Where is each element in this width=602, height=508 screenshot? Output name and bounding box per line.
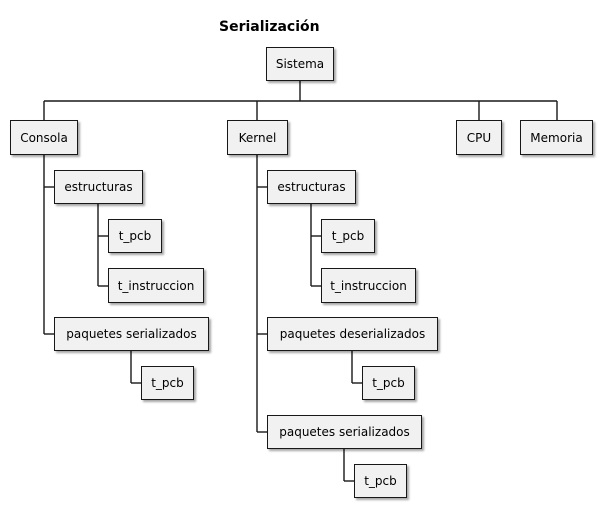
- node-kernel-estructuras: estructuras: [267, 170, 356, 204]
- node-consola-paquetes-serializados: paquetes serializados: [54, 317, 209, 351]
- node-kernel-estructuras-t-pcb: t_pcb: [321, 219, 375, 253]
- node-sistema: Sistema: [266, 47, 334, 81]
- node-kernel-paquetes-serializados-t-pcb: t_pcb: [354, 464, 407, 498]
- node-consola: Consola: [10, 120, 78, 155]
- diagram-title: Serialización: [219, 19, 320, 35]
- node-consola-estructuras-t-pcb: t_pcb: [108, 219, 162, 253]
- node-consola-paquetes-serializados-t-pcb: t_pcb: [141, 366, 194, 400]
- node-cpu: CPU: [456, 120, 502, 155]
- node-consola-estructuras: estructuras: [54, 170, 143, 204]
- node-kernel: Kernel: [227, 120, 288, 155]
- node-kernel-paquetes-deserializados-t-pcb: t_pcb: [362, 366, 415, 400]
- node-kernel-paquetes-deserializados: paquetes deserializados: [267, 317, 438, 351]
- node-kernel-estructuras-t-instruccion: t_instruccion: [321, 268, 416, 303]
- node-kernel-paquetes-serializados: paquetes serializados: [267, 415, 422, 449]
- node-memoria: Memoria: [520, 120, 593, 155]
- node-consola-estructuras-t-instruccion: t_instruccion: [108, 268, 204, 303]
